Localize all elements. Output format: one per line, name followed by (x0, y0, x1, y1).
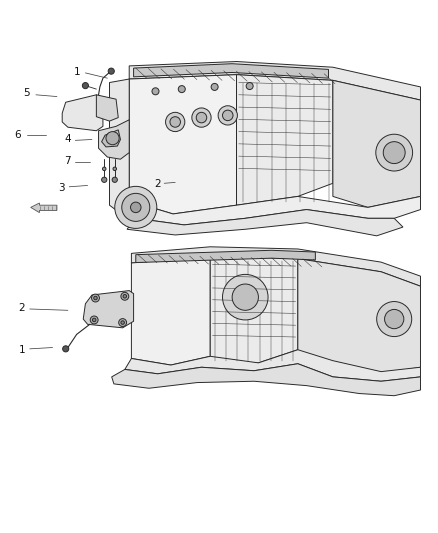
Polygon shape (134, 64, 328, 78)
Circle shape (232, 284, 258, 310)
Text: 4: 4 (64, 134, 71, 144)
Polygon shape (125, 350, 420, 381)
Circle shape (113, 167, 117, 171)
Polygon shape (127, 209, 403, 236)
Circle shape (196, 112, 207, 123)
Circle shape (218, 106, 237, 125)
Circle shape (119, 319, 127, 327)
Polygon shape (298, 259, 420, 374)
Circle shape (376, 134, 413, 171)
Circle shape (82, 83, 88, 88)
Polygon shape (62, 95, 103, 131)
Circle shape (385, 310, 404, 329)
Polygon shape (102, 130, 120, 147)
Polygon shape (210, 256, 298, 365)
Circle shape (152, 88, 159, 95)
Text: 1: 1 (18, 345, 25, 355)
Polygon shape (110, 79, 129, 212)
Circle shape (383, 142, 405, 164)
Polygon shape (136, 251, 315, 263)
Polygon shape (31, 203, 57, 213)
Circle shape (131, 202, 141, 213)
Circle shape (112, 177, 117, 182)
Polygon shape (96, 95, 118, 121)
Circle shape (92, 294, 99, 302)
Circle shape (192, 108, 211, 127)
Polygon shape (99, 120, 129, 159)
Circle shape (377, 302, 412, 336)
Text: 2: 2 (18, 303, 25, 313)
Polygon shape (333, 80, 420, 207)
Text: 6: 6 (14, 130, 21, 140)
Circle shape (211, 84, 218, 91)
Text: 2: 2 (154, 179, 161, 189)
Polygon shape (129, 75, 237, 214)
Circle shape (122, 193, 150, 221)
Text: 5: 5 (23, 88, 30, 99)
Circle shape (121, 292, 129, 300)
Circle shape (63, 346, 69, 352)
Polygon shape (129, 61, 420, 100)
Polygon shape (112, 364, 420, 395)
Circle shape (223, 274, 268, 320)
Circle shape (90, 316, 98, 324)
Polygon shape (83, 290, 134, 328)
Text: 7: 7 (64, 156, 71, 166)
Circle shape (223, 110, 233, 120)
Text: 1: 1 (73, 67, 80, 77)
Circle shape (92, 318, 96, 322)
Polygon shape (131, 256, 210, 365)
Circle shape (121, 321, 124, 324)
Text: 3: 3 (58, 183, 65, 192)
Polygon shape (118, 197, 420, 225)
Circle shape (166, 112, 185, 132)
Circle shape (123, 295, 127, 298)
Circle shape (94, 296, 97, 300)
Circle shape (106, 132, 119, 145)
Circle shape (178, 86, 185, 93)
Circle shape (170, 117, 180, 127)
Polygon shape (237, 75, 333, 205)
Circle shape (102, 167, 106, 171)
Polygon shape (131, 247, 420, 286)
Circle shape (108, 68, 114, 74)
Circle shape (246, 83, 253, 90)
Circle shape (102, 177, 107, 182)
Circle shape (115, 187, 157, 229)
